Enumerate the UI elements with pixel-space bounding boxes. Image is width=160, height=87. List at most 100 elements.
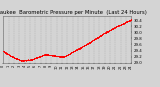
Point: [8, 55, 11, 57]
Point: [118, 24, 121, 25]
Point: [7, 54, 10, 55]
Point: [35, 57, 37, 59]
Point: [118, 25, 120, 26]
Point: [91, 40, 93, 42]
Point: [31, 58, 34, 60]
Point: [52, 55, 55, 57]
Point: [108, 30, 110, 31]
Point: [3, 52, 6, 53]
Point: [95, 38, 97, 39]
Point: [126, 21, 129, 22]
Point: [23, 60, 26, 61]
Point: [11, 56, 14, 57]
Point: [35, 57, 37, 58]
Point: [73, 50, 76, 51]
Point: [83, 45, 86, 46]
Point: [91, 40, 93, 41]
Point: [19, 60, 22, 61]
Point: [94, 38, 97, 40]
Point: [79, 48, 81, 49]
Point: [84, 44, 87, 46]
Point: [73, 50, 76, 52]
Point: [42, 54, 45, 56]
Point: [33, 58, 36, 59]
Point: [43, 54, 45, 55]
Point: [122, 23, 124, 25]
Point: [45, 54, 48, 55]
Point: [30, 59, 33, 60]
Point: [67, 54, 70, 55]
Point: [64, 55, 67, 57]
Point: [128, 20, 131, 21]
Point: [2, 50, 5, 52]
Point: [75, 49, 77, 50]
Point: [72, 50, 75, 52]
Point: [93, 38, 96, 40]
Point: [26, 59, 28, 60]
Point: [65, 55, 67, 56]
Point: [53, 55, 55, 56]
Point: [34, 57, 37, 59]
Point: [40, 55, 43, 56]
Point: [76, 49, 79, 50]
Point: [14, 57, 17, 59]
Point: [81, 46, 83, 48]
Point: [115, 26, 117, 28]
Point: [8, 54, 11, 56]
Point: [84, 44, 87, 45]
Point: [41, 55, 44, 56]
Point: [69, 52, 72, 54]
Point: [118, 24, 121, 26]
Point: [128, 20, 130, 21]
Point: [103, 33, 105, 34]
Point: [56, 55, 58, 57]
Point: [105, 32, 107, 33]
Point: [51, 55, 54, 56]
Point: [111, 28, 113, 29]
Point: [99, 35, 101, 36]
Point: [35, 57, 38, 58]
Point: [86, 43, 89, 44]
Point: [23, 60, 26, 61]
Point: [37, 57, 40, 58]
Point: [29, 59, 32, 60]
Point: [69, 52, 72, 54]
Point: [84, 44, 87, 46]
Point: [116, 26, 119, 27]
Point: [110, 29, 113, 30]
Point: [68, 53, 71, 55]
Point: [12, 57, 14, 58]
Point: [114, 26, 116, 28]
Point: [39, 55, 42, 57]
Point: [130, 19, 132, 20]
Point: [85, 44, 88, 45]
Point: [115, 26, 117, 27]
Point: [113, 27, 116, 29]
Point: [121, 23, 123, 25]
Point: [52, 54, 54, 56]
Point: [73, 50, 76, 51]
Point: [77, 48, 80, 50]
Point: [9, 55, 12, 57]
Point: [57, 55, 60, 57]
Point: [90, 41, 92, 42]
Point: [96, 37, 98, 38]
Point: [60, 56, 63, 57]
Point: [33, 58, 36, 59]
Point: [66, 54, 69, 56]
Point: [89, 41, 92, 42]
Point: [108, 29, 111, 31]
Point: [34, 57, 36, 59]
Point: [17, 59, 20, 60]
Point: [98, 36, 100, 37]
Point: [18, 59, 21, 61]
Point: [77, 48, 80, 49]
Point: [34, 57, 37, 59]
Point: [16, 58, 19, 60]
Point: [65, 54, 68, 56]
Point: [99, 35, 101, 36]
Point: [57, 55, 60, 56]
Point: [32, 58, 34, 60]
Point: [7, 54, 9, 55]
Point: [77, 48, 80, 49]
